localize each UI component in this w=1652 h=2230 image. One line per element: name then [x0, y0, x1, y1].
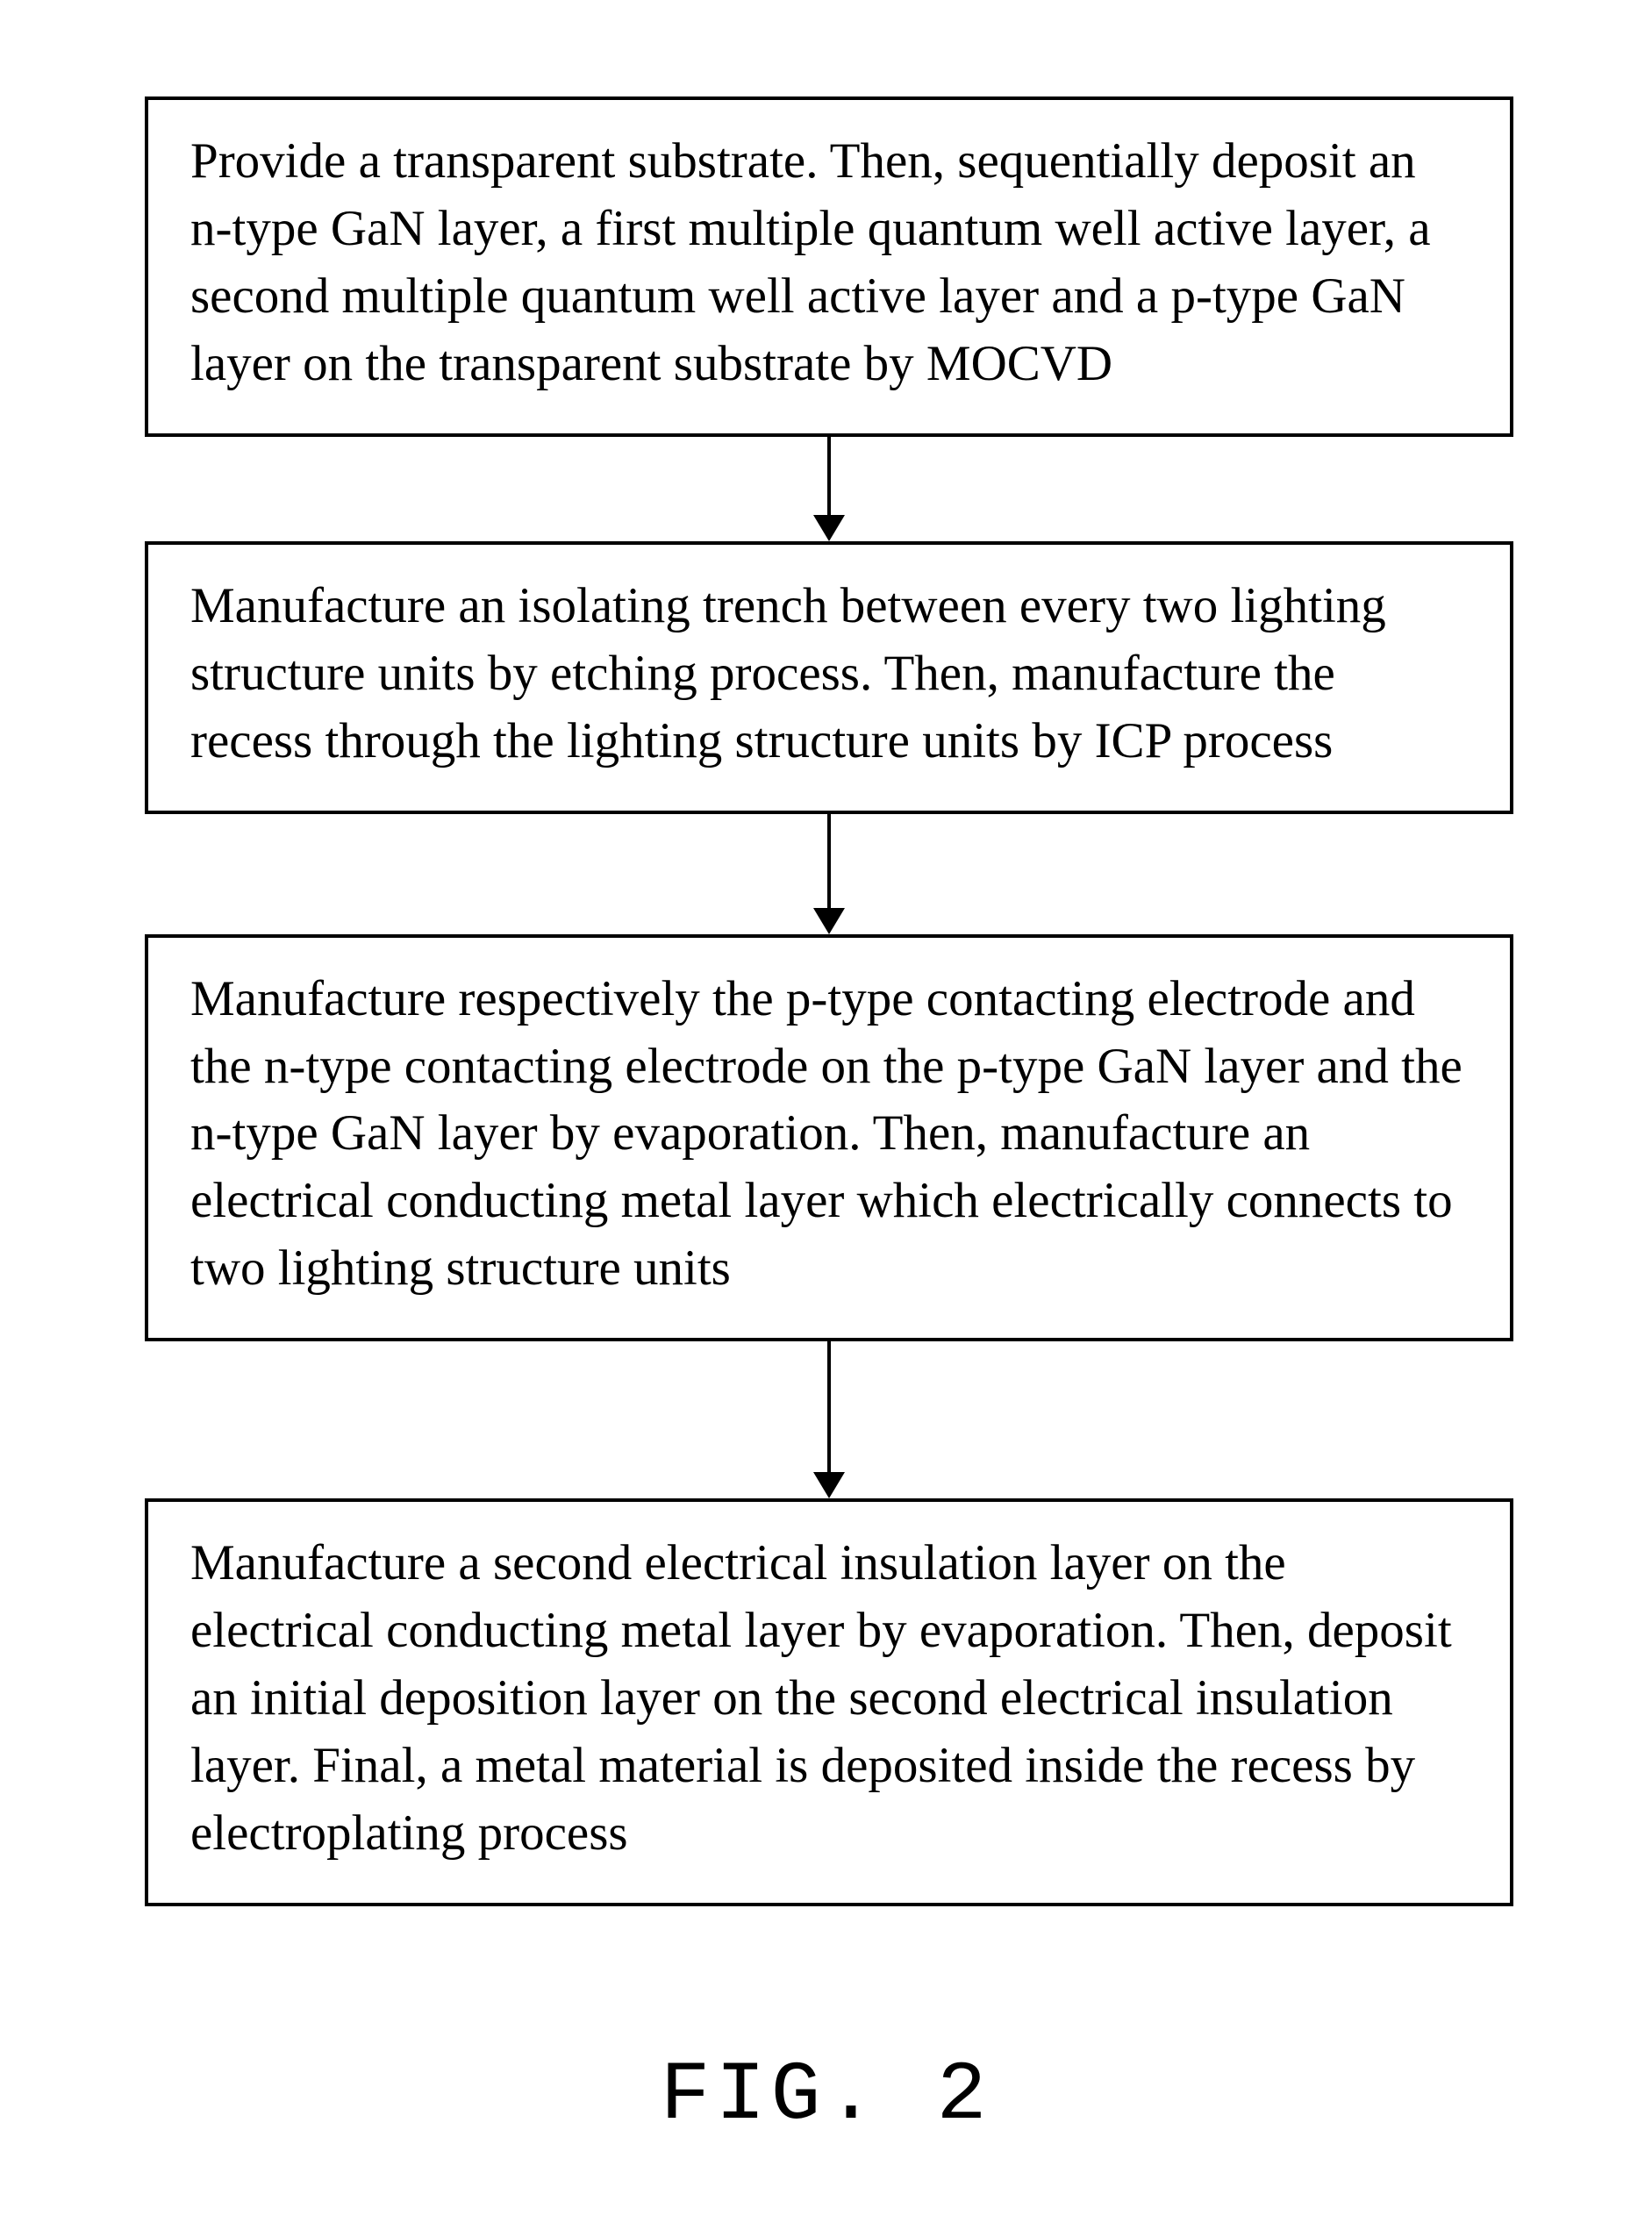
arrow-line: [827, 814, 831, 909]
arrow-2-3: [813, 814, 845, 934]
flow-step-4: Manufacture a second electrical insulati…: [145, 1498, 1513, 1906]
arrow-head-icon: [813, 1472, 845, 1498]
flow-step-1: Provide a transparent substrate. Then, s…: [145, 96, 1513, 437]
arrow-line: [827, 437, 831, 516]
arrow-1-2: [813, 437, 845, 541]
flow-step-1-text: Provide a transparent substrate. Then, s…: [190, 128, 1468, 398]
flow-step-4-text: Manufacture a second electrical insulati…: [190, 1530, 1468, 1868]
figure-label: FIG. 2: [0, 2048, 1652, 2143]
flowchart-container: Provide a transparent substrate. Then, s…: [145, 96, 1513, 1906]
arrow-head-icon: [813, 908, 845, 934]
arrow-head-icon: [813, 515, 845, 541]
arrow-3-4: [813, 1341, 845, 1498]
flow-step-3-text: Manufacture respectively the p-type cont…: [190, 966, 1468, 1304]
flow-step-2-text: Manufacture an isolating trench between …: [190, 573, 1468, 775]
flow-step-2: Manufacture an isolating trench between …: [145, 541, 1513, 814]
arrow-line: [827, 1341, 831, 1473]
flow-step-3: Manufacture respectively the p-type cont…: [145, 934, 1513, 1342]
